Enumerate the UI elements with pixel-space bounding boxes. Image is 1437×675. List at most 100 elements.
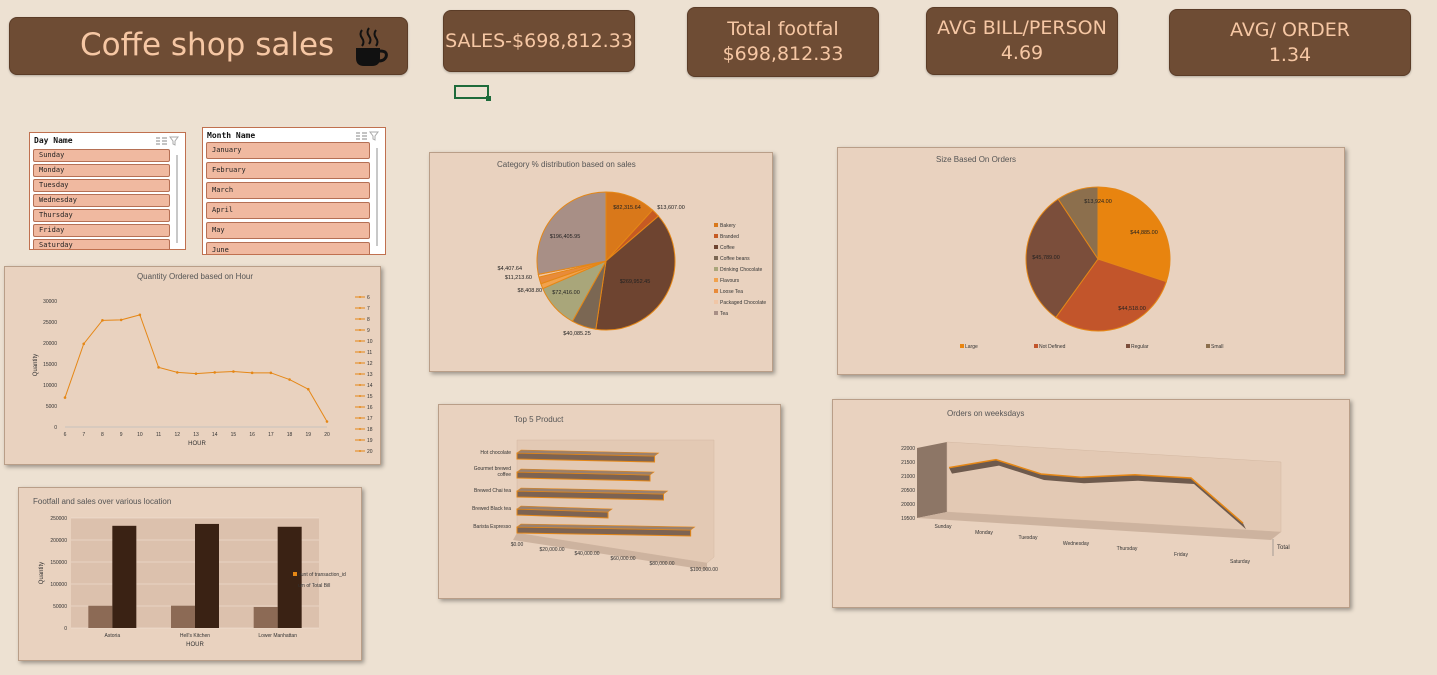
legend-label: Tea	[720, 311, 728, 317]
legend-label: Small	[1211, 344, 1224, 350]
month-slicer[interactable]: Month Name January February March April May J…	[202, 127, 386, 255]
y-tick-label: coffee	[497, 472, 511, 478]
legend-label: 15	[367, 394, 373, 400]
size-chart-panel[interactable]: $44,885.00 $44,518.00 $45,789.00 $13,924.00…	[837, 147, 1345, 375]
dashboard-title: Coffe shop sales	[80, 27, 335, 63]
category-chart-panel[interactable]: $82,315.64 $13,607.00 $269,952.45 $40,085.2…	[429, 152, 773, 372]
x-tick-label: 16	[249, 432, 255, 438]
slicer-item-wednesday[interactable]: Wednesday	[33, 194, 170, 207]
kpi-avg-order-value: 1.34	[1268, 43, 1312, 66]
y-tick-label: 250000	[50, 516, 67, 522]
day-slicer[interactable]: Day Name Sunday Monday Tuesday Wednesday Thu…	[29, 132, 186, 250]
slicer-item-june[interactable]: June	[206, 242, 370, 254]
dashboard-title-box: Coffe shop sales	[9, 17, 408, 75]
legend-swatch	[293, 583, 297, 587]
chart-title: Size Based On Orders	[936, 155, 1016, 164]
legend-label: 6	[367, 295, 370, 301]
legend-label: Regular	[1131, 344, 1149, 350]
data-label: $82,315.64	[613, 205, 641, 211]
pie-slice	[1097, 186, 1171, 283]
slicer-item-april[interactable]: April	[206, 202, 370, 219]
x-tick-label: 7	[82, 432, 85, 438]
slicer-item-saturday[interactable]: Saturday	[33, 239, 170, 249]
x-tick-label: 14	[212, 432, 218, 438]
kpi-avg-bill-label: AVG BILL/PERSON	[937, 17, 1107, 39]
legend-label: um of Total Bill	[298, 583, 330, 589]
month-slicer-title: Month Name	[207, 131, 256, 140]
legend-marker	[359, 351, 361, 353]
kpi-avg-bill: AVG BILL/PERSON 4.69	[926, 7, 1118, 75]
y-tick-label: 150000	[50, 560, 67, 566]
data-point	[250, 371, 254, 375]
slicer-multiselect-icon[interactable]	[355, 131, 381, 141]
series-line	[948, 458, 1244, 524]
y-tick-label: 22000	[901, 446, 915, 452]
slicer-multiselect-icon[interactable]	[155, 136, 181, 146]
y-tick-label: Hot chocolate	[480, 450, 511, 456]
selected-cell[interactable]	[454, 85, 491, 101]
x-tick-label: 15	[231, 432, 237, 438]
legend-label: 16	[367, 405, 373, 411]
legend-swatch	[714, 289, 718, 293]
y-tick-label: 0	[64, 626, 67, 632]
day-slicer-scrollbar[interactable]	[176, 155, 178, 243]
legend-marker	[359, 439, 361, 441]
legend-swatch	[714, 300, 718, 304]
data-label: $13,924.00	[1084, 199, 1112, 205]
bar	[88, 605, 113, 628]
y-axis-title: Quantity	[39, 562, 45, 584]
y-tick-label: Brewed Chai tea	[474, 488, 511, 494]
x-tick-label: Friday	[1174, 552, 1188, 558]
x-tick-label: $20,000.00	[539, 547, 564, 553]
x-tick-label: Wednesday	[1063, 541, 1090, 547]
slicer-item-may[interactable]: May	[206, 222, 370, 239]
slicer-item-friday[interactable]: Friday	[33, 224, 170, 237]
location-chart-panel[interactable]: Footfall and sales over various location…	[18, 487, 362, 661]
month-slicer-scrollbar[interactable]	[376, 148, 378, 246]
kpi-avg-bill-value: 4.69	[1000, 42, 1044, 64]
hourly-chart-panel[interactable]: Quantity Ordered based on Hour 0 5000 10000…	[4, 266, 381, 465]
legend-marker	[359, 340, 361, 342]
slicer-item-monday[interactable]: Monday	[33, 164, 170, 177]
plot-floor	[513, 533, 707, 570]
slicer-item-thursday[interactable]: Thursday	[33, 209, 170, 222]
series-name: Total	[1277, 545, 1290, 551]
legend-swatch	[714, 223, 718, 227]
data-label: $11,213.60	[505, 275, 532, 281]
legend-label: Loose Tea	[720, 289, 743, 295]
legend-label: 11	[367, 350, 372, 356]
x-tick-label: Astoria	[105, 633, 121, 639]
day-slicer-title: Day Name	[34, 136, 73, 145]
slicer-item-sunday[interactable]: Sunday	[33, 149, 170, 162]
slicer-item-march[interactable]: March	[206, 182, 370, 199]
y-tick-label: Barista Espresso	[473, 524, 511, 530]
x-tick-label: $0.00	[511, 542, 524, 548]
data-label: $44,518.00	[1118, 306, 1146, 312]
slicer-item-january[interactable]: January	[206, 142, 370, 159]
back-side-wall	[917, 442, 947, 518]
top5-chart-panel[interactable]: Top 5 Product Barista Espresso Brewed Blac…	[438, 404, 781, 599]
x-tick-label: $60,000.00	[610, 556, 635, 562]
data-point	[325, 420, 329, 423]
slicer-item-february[interactable]: February	[206, 162, 370, 179]
x-tick-label: $80,000.00	[649, 561, 674, 567]
weekday-chart-panel[interactable]: Orders on weeksdays 19500 20000 20500 21000 2…	[832, 399, 1350, 608]
legend-label: 19	[367, 438, 373, 444]
data-point	[175, 371, 179, 374]
legend-label: Large	[965, 344, 978, 350]
slicer-item-tuesday[interactable]: Tuesday	[33, 179, 170, 192]
pie-slice	[536, 191, 607, 275]
data-point	[288, 378, 291, 381]
x-tick-label: 6	[64, 432, 67, 438]
x-tick-label: 12	[175, 432, 181, 438]
data-label: $72,416.00	[552, 290, 580, 296]
bar-top	[516, 487, 669, 495]
chart-title: Footfall and sales over various location	[33, 497, 171, 506]
legend-label: Coffee	[720, 245, 735, 251]
legend-swatch	[714, 245, 718, 249]
x-tick-label: Tuesday	[1019, 535, 1038, 541]
data-point	[194, 372, 198, 375]
bar	[171, 605, 195, 628]
y-tick-label: 30000	[43, 299, 57, 305]
y-axis-title: Quantity	[33, 354, 39, 376]
